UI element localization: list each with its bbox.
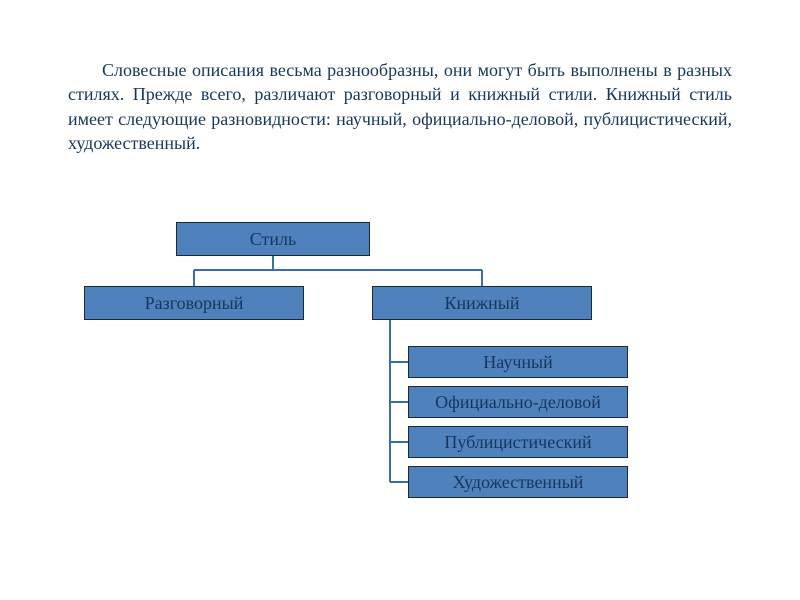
node-literary-label: Книжный (444, 294, 519, 312)
node-scientific: Научный (408, 346, 628, 378)
conn-to-book (481, 270, 483, 286)
conn-to-art (390, 481, 408, 483)
node-publicistic-label: Публицистический (444, 433, 591, 451)
conn-to-sci (390, 361, 408, 363)
conn-to-off (390, 401, 408, 403)
node-publicistic: Публицистический (408, 426, 628, 458)
conn-main-hbar (194, 269, 482, 271)
node-scientific-label: Научный (483, 353, 553, 371)
intro-paragraph: Словесные описания весьма разнообразны, … (68, 58, 732, 155)
style-tree-diagram: Стиль Разговорный Книжный Научный Официа… (0, 222, 800, 552)
node-root-label: Стиль (250, 230, 296, 248)
intro-text: Словесные описания весьма разнообразны, … (68, 58, 732, 155)
node-official-label: Официально-деловой (435, 393, 601, 411)
node-literary: Книжный (372, 286, 592, 320)
node-official: Официально-деловой (408, 386, 628, 418)
node-conversational: Разговорный (84, 286, 304, 320)
conn-root-down (272, 256, 274, 270)
node-root: Стиль (176, 222, 370, 256)
node-conversational-label: Разговорный (145, 294, 244, 312)
conn-to-conv (193, 270, 195, 286)
conn-to-pub (390, 441, 408, 443)
node-artistic: Художественный (408, 466, 628, 498)
node-artistic-label: Художественный (453, 473, 584, 491)
